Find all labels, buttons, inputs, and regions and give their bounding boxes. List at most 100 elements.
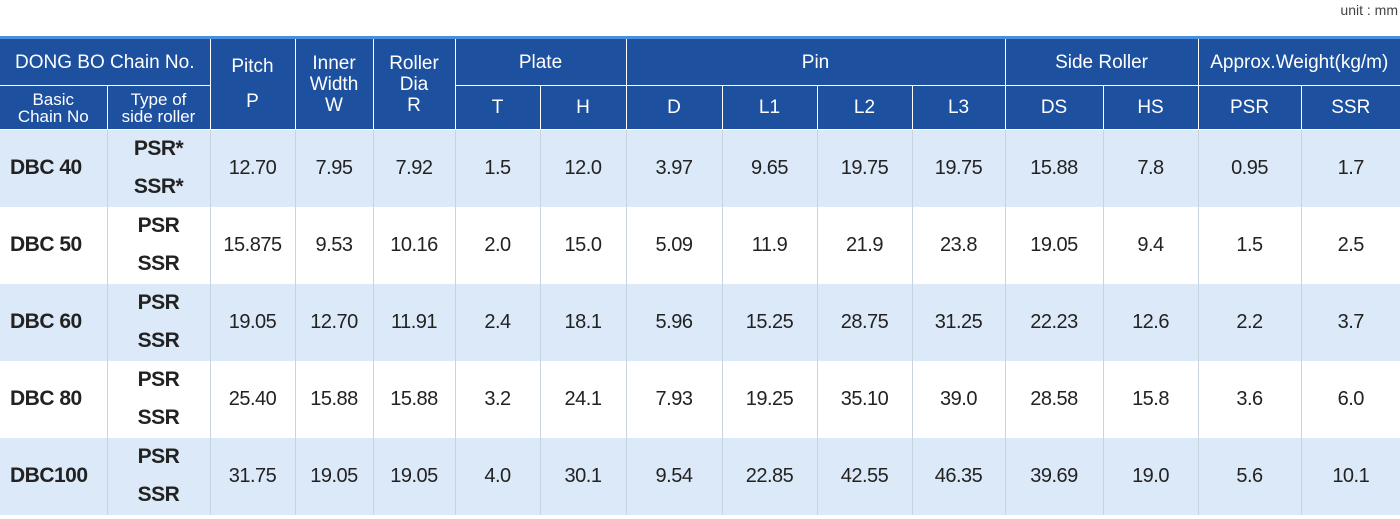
type-cell: PSR* SSR* xyxy=(106,129,211,207)
spec-table: DONG BO Chain No. Pitch P Inner Width W Rol… xyxy=(0,36,1400,515)
value-cell: 23.8 xyxy=(911,206,1006,284)
value-cell: 12.0 xyxy=(539,129,627,207)
header-text: Basic xyxy=(32,89,75,109)
value-cell: 2.4 xyxy=(454,283,541,361)
value-cell: 11.91 xyxy=(372,283,456,361)
value-cell: 5.6 xyxy=(1197,437,1302,515)
value-cell: 15.88 xyxy=(294,360,374,438)
type-text: PSR xyxy=(137,368,180,391)
header-cell: Roller Dia R xyxy=(372,37,456,130)
value-cell: 12.70 xyxy=(209,129,296,207)
type-cell: PSR SSR xyxy=(106,437,211,515)
value-cell: 2.2 xyxy=(1197,283,1302,361)
chain-cell: DBC 50 xyxy=(0,206,108,284)
header-text: side roller xyxy=(121,106,196,126)
header-text: Pitch xyxy=(231,56,274,77)
table-body: DBC 40 PSR* SSR* 12.70 7.95 7.92 1.5 12.0 3.97 9.… xyxy=(0,129,1400,515)
type-text: SSR xyxy=(137,406,180,429)
value-cell: 15.875 xyxy=(209,206,296,284)
value-cell: 3.6 xyxy=(1197,360,1302,438)
value-cell: 19.25 xyxy=(721,360,818,438)
header-cell: Pitch P xyxy=(209,37,296,130)
value-cell: 15.88 xyxy=(1004,129,1104,207)
value-cell: 31.25 xyxy=(911,283,1006,361)
value-cell: 9.65 xyxy=(721,129,818,207)
header-cell: HS xyxy=(1102,85,1199,130)
value-cell: 24.1 xyxy=(539,360,627,438)
type-text: PSR xyxy=(137,445,180,468)
header-cell: D xyxy=(625,85,723,130)
value-cell: 15.88 xyxy=(372,360,456,438)
type-text: SSR xyxy=(137,329,180,352)
header-cell: DS xyxy=(1004,85,1104,130)
header-cell: L1 xyxy=(721,85,818,130)
value-cell: 5.09 xyxy=(625,206,723,284)
type-text: SSR xyxy=(137,483,180,506)
value-cell: 30.1 xyxy=(539,437,627,515)
value-cell: 39.0 xyxy=(911,360,1006,438)
table-row: DBC 60 PSR SSR 19.05 12.70 11.91 2.4 18.1 5.96 15… xyxy=(0,283,1400,361)
value-cell: 28.58 xyxy=(1004,360,1104,438)
value-cell: 7.8 xyxy=(1102,129,1199,207)
value-cell: 21.9 xyxy=(816,206,913,284)
value-cell: 12.70 xyxy=(294,283,374,361)
header-cell: Side Roller xyxy=(1004,37,1199,86)
header-text: Width xyxy=(309,73,359,95)
value-cell: 0.95 xyxy=(1197,129,1302,207)
value-cell: 3.7 xyxy=(1300,283,1400,361)
table-row: DBC 50 PSR SSR 15.875 9.53 10.16 2.0 15.0 5.09 11… xyxy=(0,206,1400,284)
value-cell: 42.55 xyxy=(816,437,913,515)
chain-cell: DBC100 xyxy=(0,437,108,515)
header-text: W xyxy=(325,94,343,116)
type-text: PSR xyxy=(137,214,180,237)
value-cell: 31.75 xyxy=(209,437,296,515)
value-cell: 28.75 xyxy=(816,283,913,361)
header-cell: Pin xyxy=(625,37,1006,86)
value-cell: 9.53 xyxy=(294,206,374,284)
value-cell: 22.23 xyxy=(1004,283,1104,361)
type-cell: PSR SSR xyxy=(106,206,211,284)
value-cell: 15.25 xyxy=(721,283,818,361)
type-text: PSR* xyxy=(133,137,184,161)
header-cell: Plate xyxy=(454,37,627,86)
type-cell: PSR SSR xyxy=(106,360,211,438)
value-cell: 2.5 xyxy=(1300,206,1400,284)
header-text: Roller xyxy=(389,52,439,74)
value-cell: 4.0 xyxy=(454,437,541,515)
value-cell: 22.85 xyxy=(721,437,818,515)
header-cell: Type of side roller xyxy=(106,85,211,130)
header-cell: DONG BO Chain No. xyxy=(0,37,211,86)
value-cell: 19.75 xyxy=(911,129,1006,207)
type-cell: PSR SSR xyxy=(106,283,211,361)
header-text: R xyxy=(407,94,421,116)
header-cell: L3 xyxy=(911,85,1006,130)
value-cell: 10.1 xyxy=(1300,437,1400,515)
chain-cell: DBC 40 xyxy=(0,129,108,207)
value-cell: 3.97 xyxy=(625,129,723,207)
header-text: Type of xyxy=(130,89,187,109)
value-cell: 15.8 xyxy=(1102,360,1199,438)
value-cell: 2.0 xyxy=(454,206,541,284)
value-cell: 25.40 xyxy=(209,360,296,438)
value-cell: 1.5 xyxy=(1197,206,1302,284)
value-cell: 7.95 xyxy=(294,129,374,207)
table-row: DBC 80 PSR SSR 25.40 15.88 15.88 3.2 24.1 7.93 19… xyxy=(0,360,1400,438)
type-text: PSR xyxy=(137,291,180,314)
value-cell: 19.05 xyxy=(209,283,296,361)
table-row: DBC100 PSR SSR 31.75 19.05 19.05 4.0 30.1 9.54 22… xyxy=(0,437,1400,515)
value-cell: 18.1 xyxy=(539,283,627,361)
value-cell: 46.35 xyxy=(911,437,1006,515)
header-cell: T xyxy=(454,85,541,130)
value-cell: 10.16 xyxy=(372,206,456,284)
type-text: SSR* xyxy=(133,175,184,199)
chain-cell: DBC 60 xyxy=(0,283,108,361)
value-cell: 39.69 xyxy=(1004,437,1104,515)
table-row: DBC 40 PSR* SSR* 12.70 7.95 7.92 1.5 12.0 3.97 9.… xyxy=(0,129,1400,207)
header-cell: Inner Width W xyxy=(294,37,374,130)
value-cell: 9.4 xyxy=(1102,206,1199,284)
value-cell: 12.6 xyxy=(1102,283,1199,361)
header-cell: H xyxy=(539,85,627,130)
value-cell: 7.92 xyxy=(372,129,456,207)
type-text: SSR xyxy=(137,252,180,275)
